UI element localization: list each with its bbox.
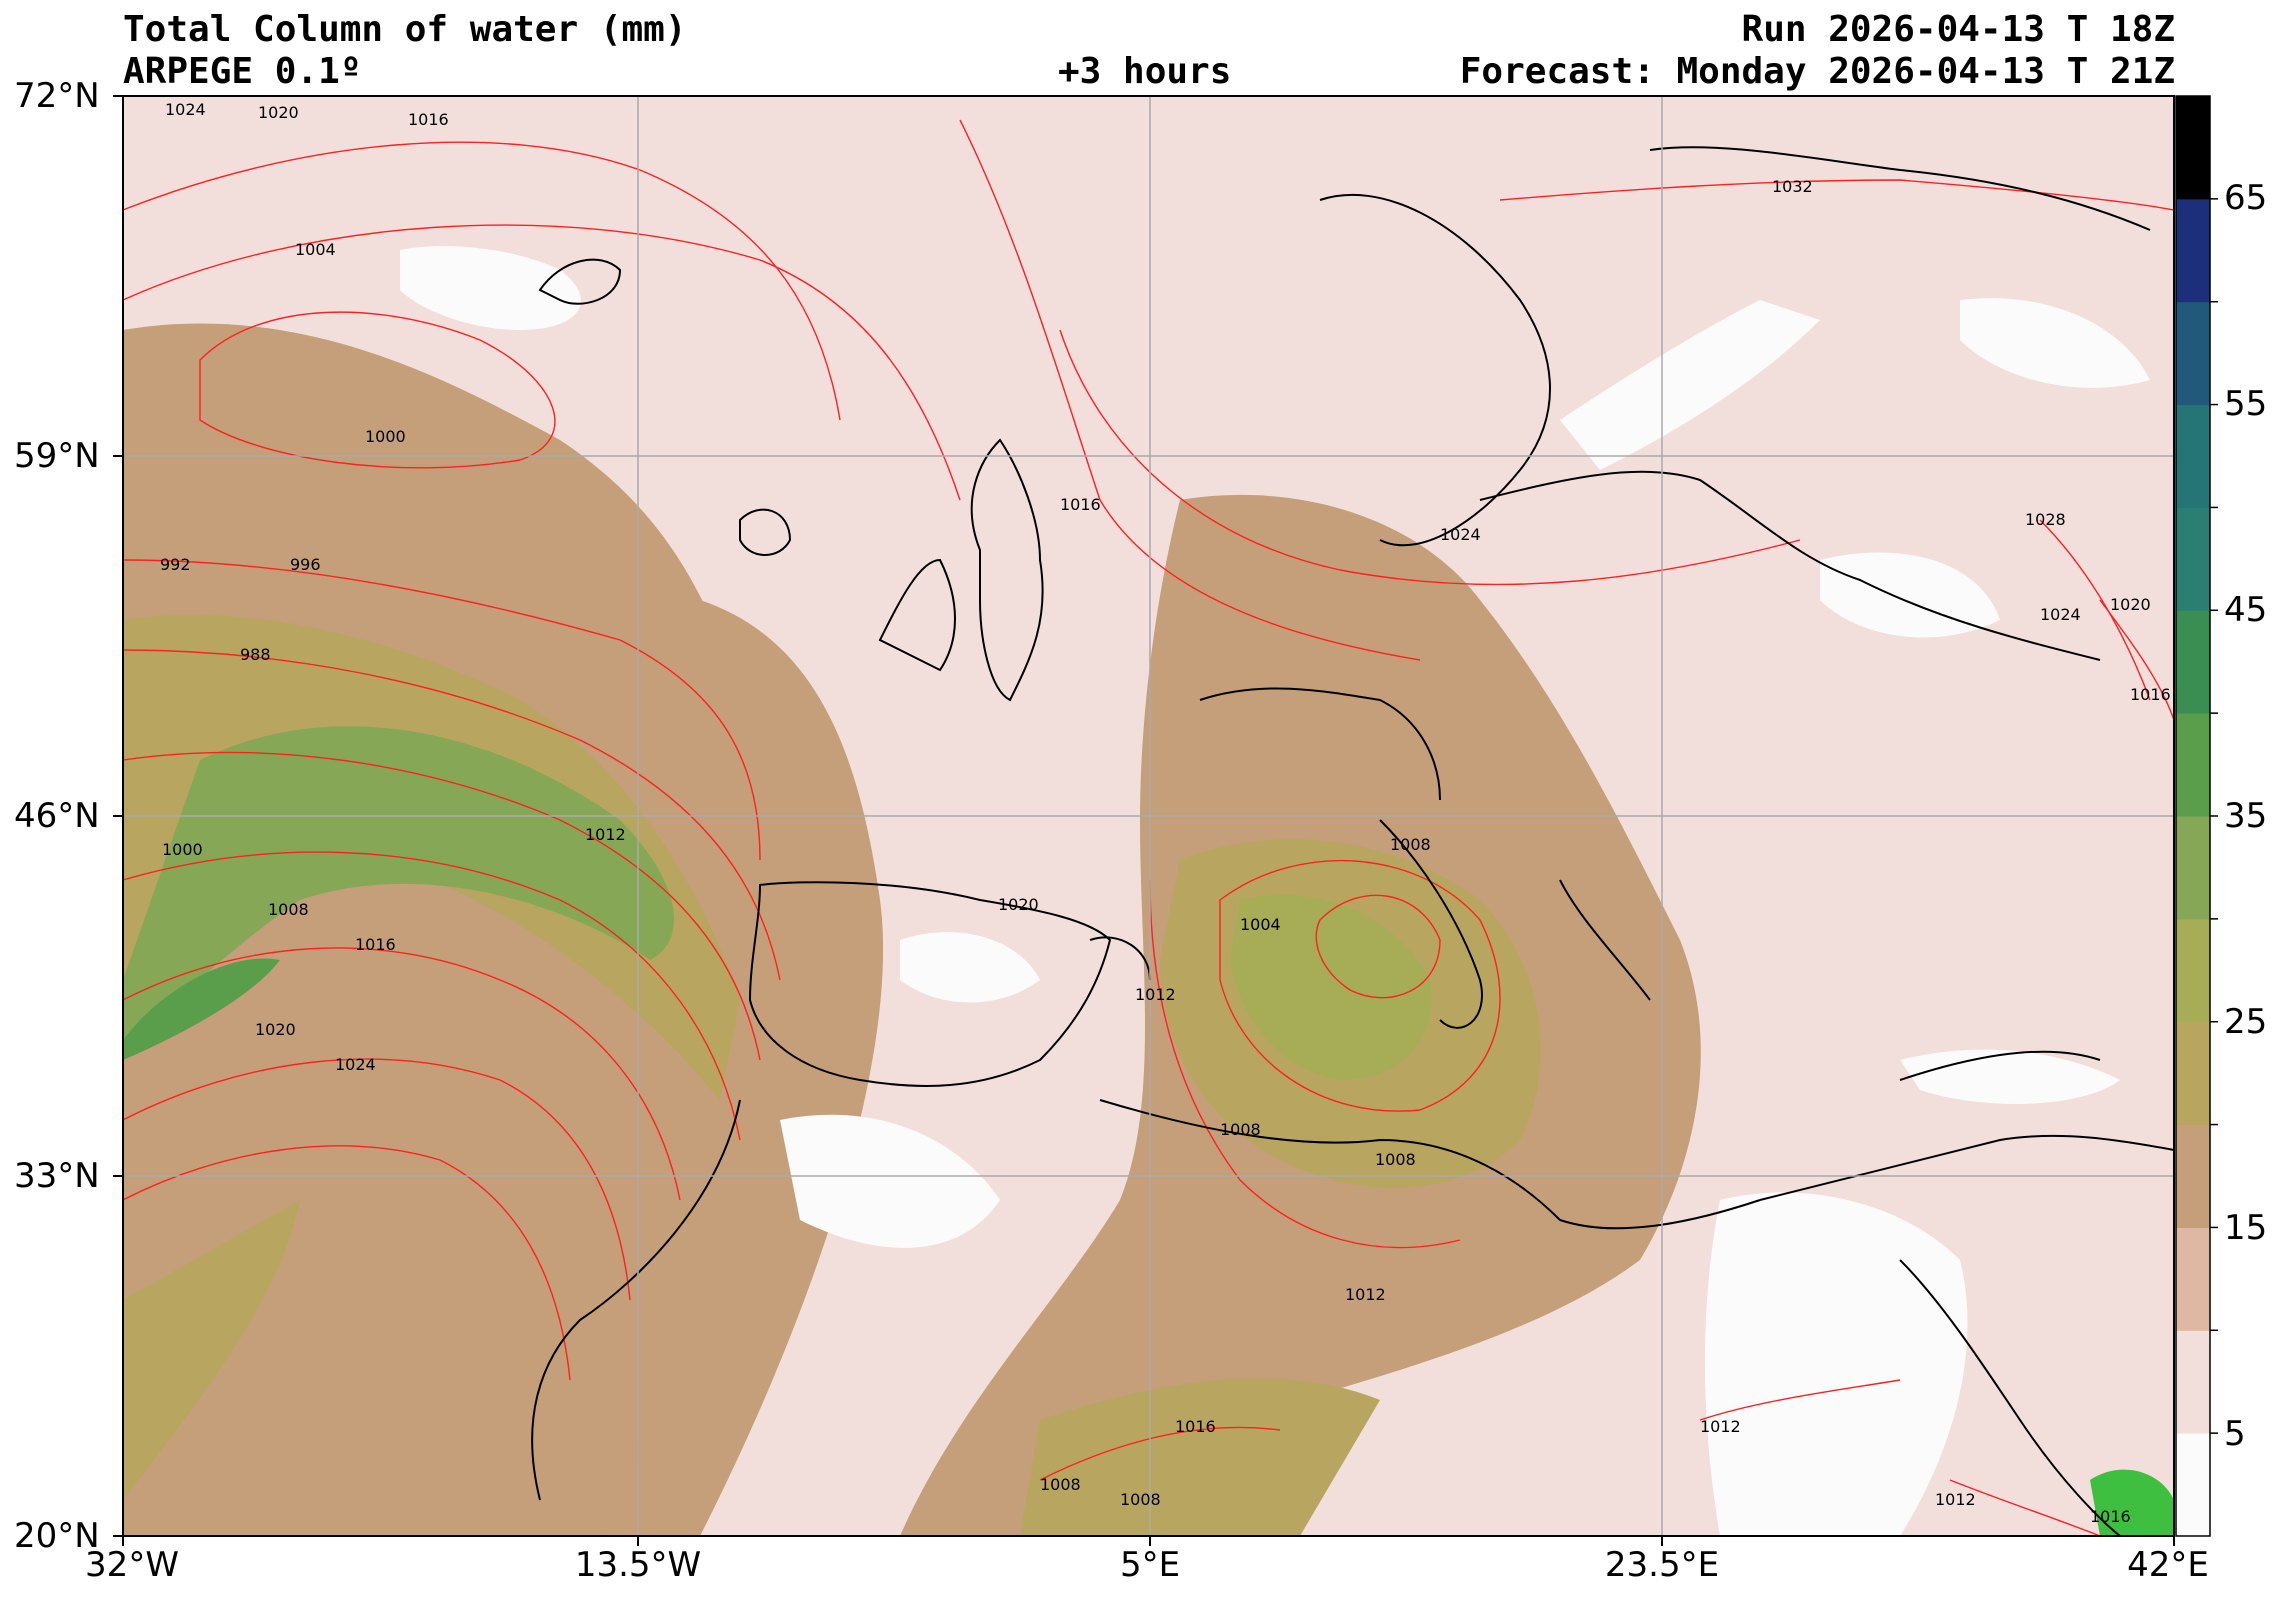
colorbar-tick-label: 55 bbox=[2224, 384, 2268, 424]
isobar-label: 1016 bbox=[408, 110, 449, 129]
run-time: Run 2026-04-13 T 18Z bbox=[1741, 9, 2175, 50]
lon-tick-label: 32°W bbox=[85, 1545, 179, 1585]
graticule bbox=[123, 96, 2174, 1536]
isobar-label: 996 bbox=[290, 555, 321, 574]
colorbar-segment bbox=[2176, 198, 2210, 303]
colorbar-segment bbox=[2176, 404, 2210, 508]
isobar-label: 1028 bbox=[2025, 510, 2066, 529]
isobar-label: 1000 bbox=[365, 427, 406, 446]
lead-time: +3 hours bbox=[1058, 51, 1232, 92]
map-title: Total Column of water (mm) bbox=[123, 9, 687, 50]
lon-tick-label: 5°E bbox=[1119, 1545, 1181, 1585]
colorbar-segment bbox=[2176, 610, 2210, 714]
model-name: ARPEGE 0.1º bbox=[123, 51, 362, 92]
lon-tick-label: 23.5°E bbox=[1604, 1545, 1720, 1585]
colorbar-segment bbox=[2176, 1433, 2210, 1537]
colorbar bbox=[2176, 96, 2218, 1537]
isobar-lines bbox=[123, 119, 2174, 1536]
isobar-label: 1020 bbox=[258, 103, 299, 122]
isobar-label: 1024 bbox=[335, 1055, 376, 1074]
isobar-labels: 1024 1020 1016 1004 1000 992 996 988 100… bbox=[160, 100, 2171, 1526]
colorbar-segment bbox=[2176, 1330, 2210, 1434]
isobar-label: 1024 bbox=[165, 100, 206, 119]
colorbar-segment bbox=[2176, 816, 2210, 920]
isobar-label: 1012 bbox=[585, 825, 626, 844]
isobar-label: 1016 bbox=[1175, 1417, 1216, 1436]
lat-tick-label: 20°N bbox=[14, 1516, 100, 1556]
colorbar-segment bbox=[2176, 1124, 2210, 1228]
colorbar-segment bbox=[2176, 507, 2210, 611]
colorbar-tick-label: 65 bbox=[2224, 178, 2268, 218]
isobar-label: 1008 bbox=[1040, 1475, 1081, 1494]
colorbar-tick-label: 5 bbox=[2224, 1414, 2246, 1454]
colorbar-tick-label: 25 bbox=[2224, 1002, 2268, 1042]
isobar-label: 1008 bbox=[1375, 1150, 1416, 1169]
lon-tick-label: 42°E bbox=[2127, 1545, 2209, 1585]
colorbar-frame bbox=[2175, 95, 2211, 1537]
isobar-label: 1012 bbox=[1700, 1417, 1741, 1436]
axis-ticks bbox=[113, 95, 2175, 1546]
colorbar-tick-label: 15 bbox=[2224, 1208, 2268, 1248]
isobar-label: 1024 bbox=[1440, 525, 1481, 544]
lat-tick-label: 72°N bbox=[14, 76, 100, 116]
colorbar-tick-label: 35 bbox=[2224, 796, 2268, 836]
isobar-label: 988 bbox=[240, 645, 271, 664]
isobar-label: 1008 bbox=[1220, 1120, 1261, 1139]
isobar-label: 1008 bbox=[1390, 835, 1431, 854]
lat-tick-label: 33°N bbox=[14, 1156, 100, 1196]
isobar-label: 1012 bbox=[1135, 985, 1176, 1004]
lat-tick-label: 59°N bbox=[14, 436, 100, 476]
isobar-label: 1016 bbox=[2090, 1507, 2131, 1526]
isobar-label: 1020 bbox=[255, 1020, 296, 1039]
colorbar-segment bbox=[2176, 1021, 2210, 1126]
isobar-label: 1004 bbox=[295, 240, 336, 259]
isobar-label: 1008 bbox=[268, 900, 309, 919]
isobar-label: 1016 bbox=[355, 935, 396, 954]
isobar-label: 1004 bbox=[1240, 915, 1281, 934]
isobar-label: 1024 bbox=[2040, 605, 2081, 624]
colorbar-segment bbox=[2176, 301, 2210, 406]
isobar-label: 1012 bbox=[1345, 1285, 1386, 1304]
colorbar-segment bbox=[2176, 1227, 2210, 1331]
isobar-label: 1008 bbox=[1120, 1490, 1161, 1509]
colorbar-segment bbox=[2176, 713, 2210, 817]
coastlines bbox=[531, 146, 2174, 1536]
forecast-time: Forecast: Monday 2026-04-13 T 21Z bbox=[1459, 51, 2175, 92]
isobar-label: 1016 bbox=[2130, 685, 2171, 704]
colorbar-segment bbox=[2176, 918, 2210, 1023]
colorbar-segment bbox=[2176, 96, 2210, 200]
isobar-label: 1020 bbox=[2110, 595, 2151, 614]
lat-tick-label: 46°N bbox=[14, 796, 100, 836]
isobar-label: 1020 bbox=[998, 895, 1039, 914]
isobar-label: 1012 bbox=[1935, 1490, 1976, 1509]
moisture-field bbox=[123, 246, 2174, 1536]
isobar-label: 1016 bbox=[1060, 495, 1101, 514]
lon-tick-label: 13.5°W bbox=[574, 1545, 702, 1585]
isobar-label: 1032 bbox=[1772, 177, 1813, 196]
colorbar-tick-label: 45 bbox=[2224, 590, 2268, 630]
isobar-label: 1000 bbox=[162, 840, 203, 859]
isobar-label: 992 bbox=[160, 555, 191, 574]
